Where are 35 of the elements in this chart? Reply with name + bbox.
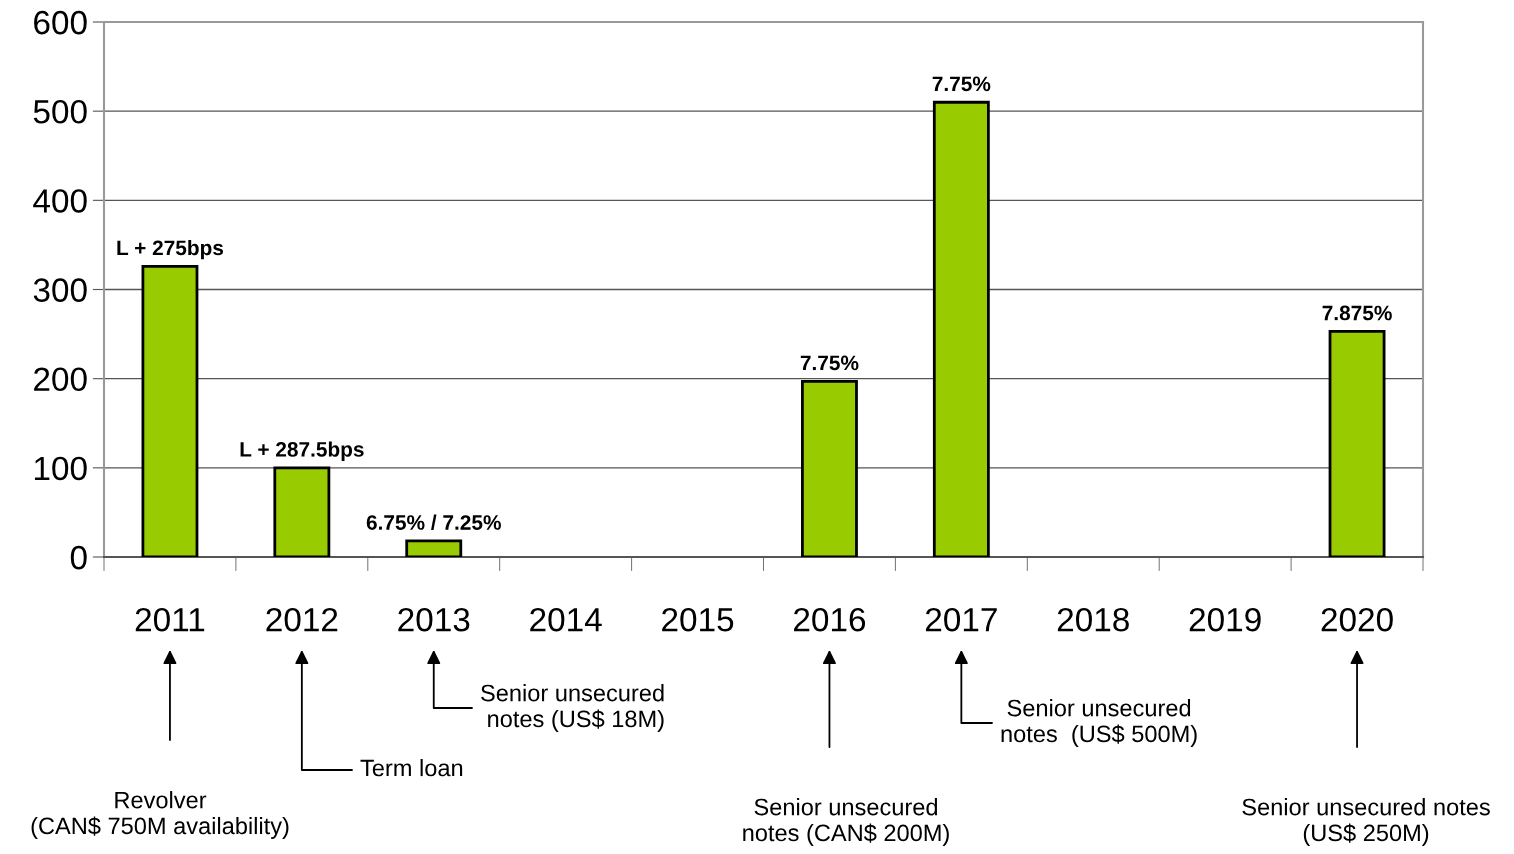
text: Term loan xyxy=(360,758,463,777)
bar xyxy=(1328,330,1386,557)
text: Senior unsecured notes (US$ 250M) xyxy=(1242,798,1490,846)
x-tick-label: 2018 xyxy=(1057,607,1129,632)
y-tick-label: 100 xyxy=(34,456,87,481)
x-tick-label: 2017 xyxy=(925,607,997,632)
x-tick-label: 2011 xyxy=(135,607,205,632)
bar xyxy=(801,379,858,557)
text: Senior unsecured notes (CAN$ 200M) xyxy=(743,798,949,846)
x-tick-label: 2016 xyxy=(794,607,866,632)
annotation: L + 275bps xyxy=(117,239,224,260)
x-tick-label: 2014 xyxy=(530,607,602,632)
y-tick-label: 600 xyxy=(34,10,87,35)
bar xyxy=(932,100,990,557)
annotation: 7.875% xyxy=(1322,305,1392,321)
y-tick-label: 400 xyxy=(33,189,87,213)
x-tick-label: 2013 xyxy=(398,607,470,632)
text: Revolver (CAN$ 750M availability) xyxy=(31,791,289,839)
y-tick-label: 500 xyxy=(33,99,87,124)
y-tick-label: 0 xyxy=(70,545,87,570)
text: Senior unsecured notes (US$ 18M) xyxy=(481,684,664,732)
bar xyxy=(141,264,199,557)
annotation: 7.75% xyxy=(932,76,991,92)
y-tick-label: 300 xyxy=(33,278,87,302)
x-tick-label: 2012 xyxy=(266,607,338,632)
text: Senior unsecured notes (US$ 500M) xyxy=(1001,699,1197,747)
bar xyxy=(273,466,331,557)
x-tick-label: 2015 xyxy=(662,607,734,632)
annotation: 7.75% xyxy=(800,355,859,371)
x-tick-label: 2020 xyxy=(1321,607,1393,632)
x-tick-label: 2019 xyxy=(1189,607,1261,632)
annotation: L + 287.5bps xyxy=(240,441,364,461)
annotation: 6.75% / 7.25% xyxy=(366,514,501,531)
bar xyxy=(405,539,463,557)
y-tick-label: 200 xyxy=(34,367,87,392)
